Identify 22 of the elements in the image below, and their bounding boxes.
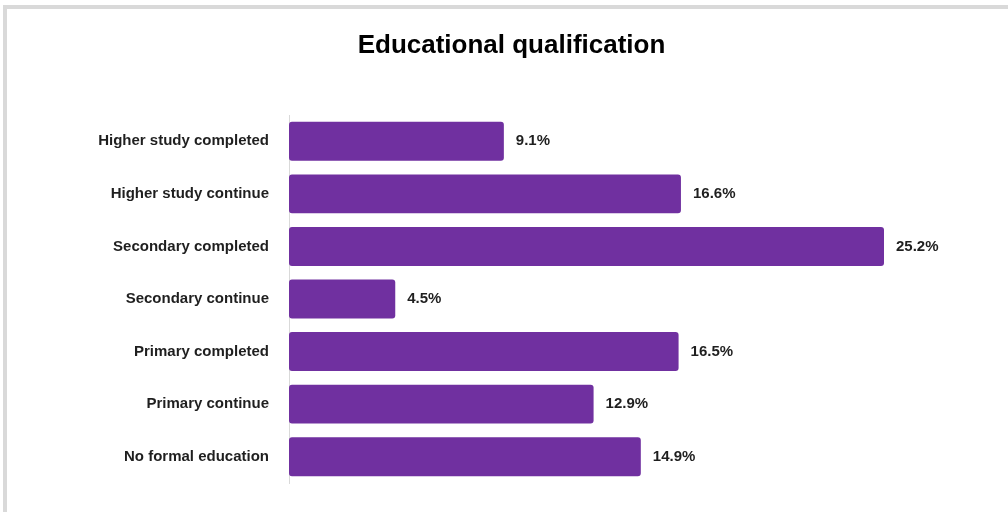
y-tick-label: Higher study completed: [98, 131, 269, 149]
bar: [289, 437, 641, 477]
bar: [289, 279, 396, 319]
bar: [289, 332, 679, 372]
y-tick-label: Higher study continue: [110, 184, 269, 201]
data-label: 9.1%: [515, 131, 551, 149]
y-tick-label: Secondary completed: [113, 236, 269, 254]
data-label: 12.9%: [605, 394, 649, 412]
y-tick-label: Secondary continue: [125, 289, 269, 307]
data-label: 4.5%: [407, 289, 442, 307]
data-label: 14.9%: [652, 446, 696, 464]
data-label: 25.2%: [896, 236, 939, 254]
y-tick-label: Primary continue: [146, 394, 269, 412]
bar: [289, 174, 681, 214]
data-label: 16.6%: [692, 184, 736, 201]
data-label: 16.5%: [690, 341, 734, 359]
bar: [289, 226, 884, 266]
bar: [289, 121, 504, 161]
y-tick-label: Primary completed: [133, 341, 269, 359]
chart-title: Educational qualification: [357, 29, 666, 60]
y-tick-label: No formal education: [123, 446, 269, 464]
bar: [289, 384, 594, 424]
